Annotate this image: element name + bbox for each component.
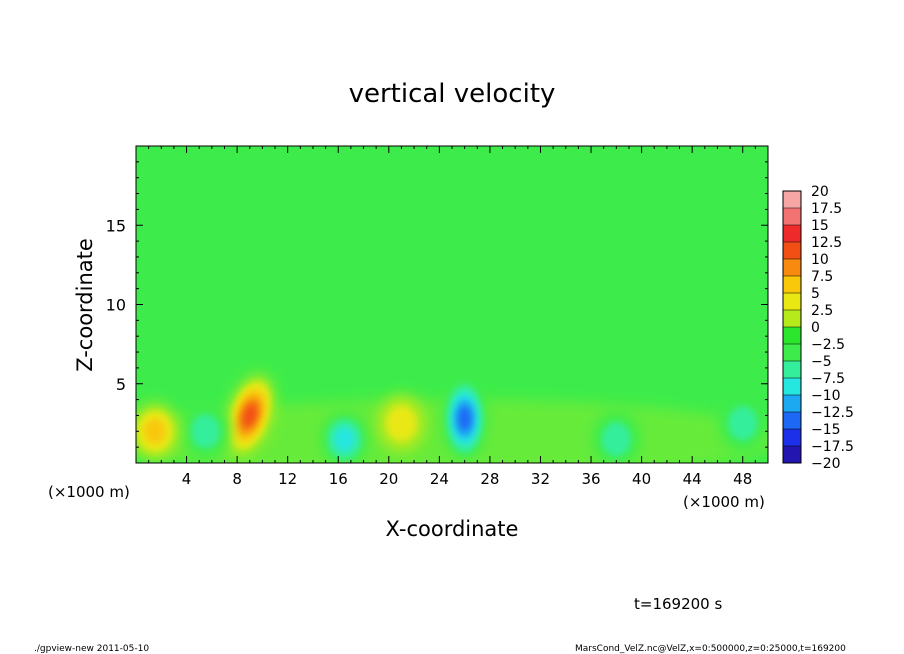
colorbar-swatch — [783, 242, 801, 260]
x-tick-label: 32 — [531, 470, 550, 488]
y-axis-label: Z-coordinate — [73, 238, 97, 372]
x-tick-label: 24 — [430, 470, 449, 488]
contour-level — [727, 406, 758, 441]
colorbar-label: 10 — [811, 252, 829, 268]
colorbar-label: −2.5 — [811, 337, 845, 353]
contour-level — [242, 403, 257, 428]
colorbar-swatch — [783, 293, 801, 311]
velocity-feature-7 — [592, 411, 641, 463]
colorbar-swatch — [783, 276, 801, 294]
y-axis-ticks: 5 10 15 — [106, 161, 768, 448]
x-unit-left: (×1000 m) — [48, 483, 130, 501]
chart-title: vertical velocity — [349, 79, 556, 109]
colorbar-label: −17.5 — [811, 439, 854, 455]
colorbar-label: 12.5 — [811, 235, 842, 251]
y-tick-label: 15 — [106, 216, 126, 235]
x-tick-label: 4 — [182, 470, 192, 488]
colorbar-swatch — [783, 327, 801, 345]
colorbar-label: −7.5 — [811, 371, 845, 387]
velocity-feature-1 — [225, 374, 275, 456]
colorbar-swatch — [783, 361, 801, 379]
velocity-feature-6 — [377, 395, 426, 452]
contour-level — [144, 418, 166, 444]
y-tick-label: 10 — [106, 296, 126, 315]
contour-level — [190, 414, 221, 449]
velocity-feature-5 — [136, 403, 179, 460]
contour-level — [601, 421, 632, 457]
colorbar-swatch — [783, 259, 801, 277]
y-tick-label: 5 — [116, 375, 126, 394]
contour-level — [458, 406, 471, 431]
velocity-feature-8 — [718, 395, 767, 452]
colorbar-swatch — [783, 208, 801, 226]
colorbar-label: −15 — [811, 422, 841, 438]
contour-level — [386, 406, 417, 441]
x-tick-label: 40 — [632, 470, 651, 488]
x-tick-label: 48 — [733, 470, 752, 488]
colorbar-label: −20 — [811, 456, 841, 472]
colorbar-swatch — [783, 344, 801, 362]
colorbar-swatch — [783, 429, 801, 447]
colorbar-swatch — [783, 412, 801, 430]
colorbar-swatch — [783, 378, 801, 396]
colorbar-label: 2.5 — [811, 303, 833, 319]
colorbar-swatch — [783, 225, 801, 243]
colorbar-swatch — [783, 310, 801, 328]
x-tick-label: 16 — [329, 470, 348, 488]
x-tick-label: 8 — [232, 470, 242, 488]
colorbar-label: 20 — [811, 184, 829, 200]
footer-left-text: ./gpview-new 2011-05-10 — [34, 644, 149, 654]
colorbar-swatch — [783, 191, 801, 209]
colorbar-label: −12.5 — [811, 405, 854, 421]
colorbar-swatch — [783, 446, 801, 464]
colorbar-swatch — [783, 395, 801, 413]
footer-right-text: MarsCond_VelZ.nc@VelZ,x=0:500000,z=0:250… — [575, 644, 846, 654]
colorbar-label: 15 — [811, 218, 829, 234]
colorbar-label: 7.5 — [811, 269, 833, 285]
x-tick-label: 20 — [379, 470, 398, 488]
plot-area — [136, 146, 768, 463]
velocity-feature-4 — [181, 403, 230, 460]
colorbar-label: 5 — [811, 286, 820, 302]
x-tick-label: 12 — [278, 470, 297, 488]
velocity-feature-3 — [320, 411, 369, 463]
colorbar: 2017.51512.5107.552.50−2.5−5−7.5−10−12.5… — [782, 184, 854, 472]
colorbar-label: −5 — [811, 354, 832, 370]
x-axis-ticks: 4 8 12 16 20 24 28 32 36 40 44 48 — [148, 146, 756, 488]
time-annotation: t=169200 s — [634, 595, 722, 613]
velocity-feature-2 — [442, 376, 487, 461]
colorbar-label: −10 — [811, 388, 841, 404]
velocity-field — [136, 374, 768, 463]
x-tick-label: 36 — [581, 470, 600, 488]
x-tick-label: 28 — [480, 470, 499, 488]
x-tick-label: 44 — [683, 470, 702, 488]
colorbar-label: 0 — [811, 320, 820, 336]
x-unit-right: (×1000 m) — [683, 493, 765, 511]
x-axis-label: X-coordinate — [386, 517, 519, 541]
contour-level — [333, 426, 356, 452]
colorbar-label: 17.5 — [811, 201, 842, 217]
